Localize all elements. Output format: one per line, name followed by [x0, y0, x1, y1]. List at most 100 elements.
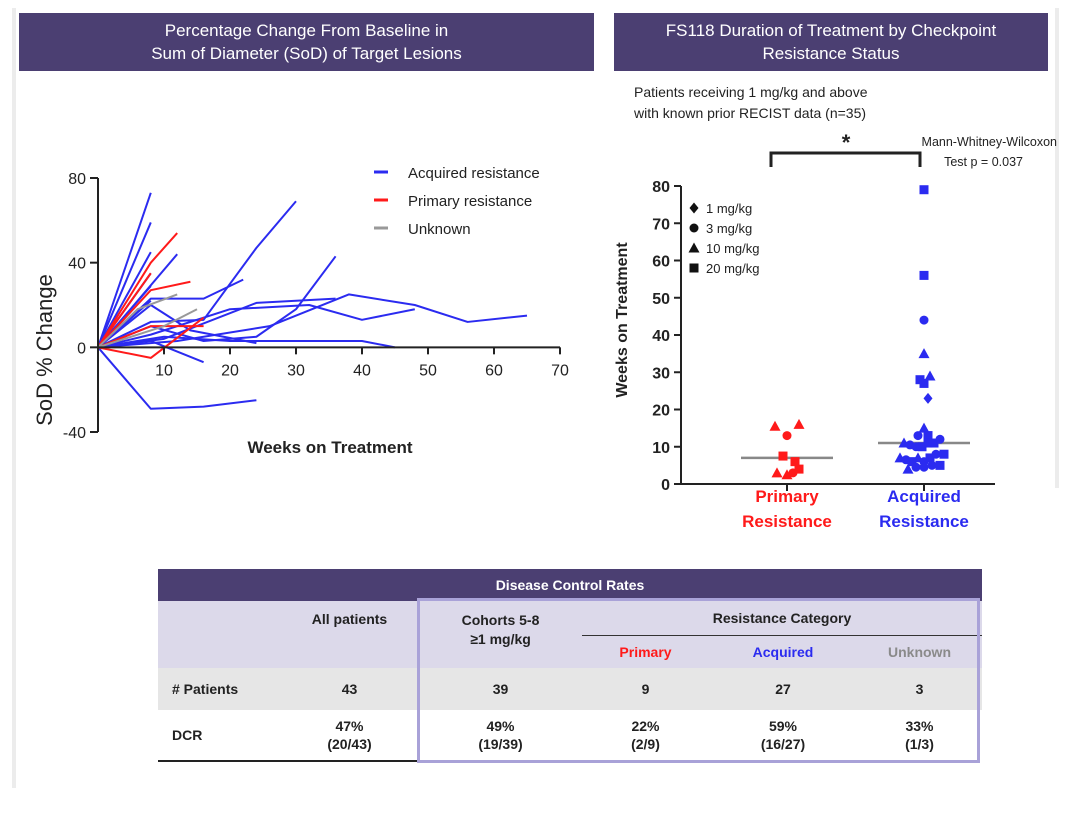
sod-x-tick-label: 70: [551, 362, 569, 379]
cell-patients-all: 43: [280, 668, 419, 710]
data-point: [925, 453, 935, 463]
data-point: [924, 370, 936, 381]
dot-y-tick-label: 70: [652, 216, 670, 233]
data-point: [918, 422, 930, 433]
right-title-line2: Resistance Status: [762, 44, 900, 63]
data-point: [907, 457, 917, 467]
cell-dcr-all-pct: 47%: [335, 718, 364, 734]
data-point: [781, 469, 793, 480]
sod-series-line: [97, 272, 152, 348]
dot-y-tick-label: 60: [652, 254, 670, 271]
legend-marker-circle: [689, 223, 699, 233]
sod-series-line: [97, 232, 178, 348]
data-point: [918, 348, 930, 359]
row-label-patients: # Patients: [158, 668, 280, 710]
left-panel-edge: [12, 8, 16, 788]
data-point: [771, 467, 783, 478]
header-acquired: Acquired: [709, 635, 857, 668]
data-point: [935, 434, 945, 444]
sod-series-line: [97, 222, 152, 348]
dot-y-tick-label: 0: [661, 477, 670, 494]
left-title-line1: Percentage Change From Baseline in: [164, 21, 449, 40]
data-point: [913, 431, 923, 441]
table-title: Disease Control Rates: [158, 569, 982, 601]
dot-y-tick-label: 50: [652, 291, 670, 308]
sod-series-line: [97, 346, 257, 410]
sod-series-line: [97, 316, 205, 359]
cell-patients-cohorts: 39: [419, 668, 582, 710]
header-cohorts-line1: Cohorts 5-8: [461, 612, 540, 628]
data-point: [919, 270, 929, 280]
data-point: [923, 392, 933, 404]
sod-x-tick-label: 20: [221, 362, 239, 379]
right-panel-header: FS118 Duration of Treatment by Checkpoin…: [614, 13, 1048, 71]
data-point: [919, 462, 929, 472]
row-label-dcr: DCR: [158, 710, 280, 760]
header-cohorts: Cohorts 5-8 ≥1 mg/kg: [419, 601, 582, 668]
left-panel-header: Percentage Change From Baseline in Sum o…: [19, 13, 594, 71]
header-primary: Primary: [582, 635, 709, 668]
cell-dcr-acquired-pct: 59%: [768, 718, 798, 734]
left-title-line2: Sum of Diameter (SoD) of Target Lesions: [151, 44, 462, 63]
data-point: [923, 438, 933, 448]
significance-star: *: [842, 130, 851, 155]
dcr-table: Disease Control Rates All patients Cohor…: [158, 569, 982, 760]
dose-legend-label: 10 mg/kg: [706, 241, 759, 256]
cell-dcr-primary-frac: (2/9): [631, 736, 660, 752]
data-point: [794, 464, 804, 474]
dcr-table-wrapper: Disease Control Rates All patients Cohor…: [158, 569, 982, 763]
dot-y-tick-label: 20: [652, 403, 670, 420]
sod-series-line: [97, 293, 178, 349]
sod-x-tick-label: 10: [155, 362, 173, 379]
cell-dcr-unknown-frac: (1/3): [905, 736, 934, 752]
sod-x-tick-label: 30: [287, 362, 305, 379]
legend-acquired: Acquired resistance: [408, 165, 540, 182]
dot-y-axis-label: Weeks on Treatment: [614, 242, 631, 398]
sod-legend: Acquired resistance Primary resistance U…: [374, 165, 540, 238]
dot-y-tick-label: 30: [652, 365, 670, 382]
rec-note-line1: Patients receiving 1 mg/kg and above: [634, 84, 868, 100]
cell-dcr-acquired-frac: (16/27): [760, 736, 806, 752]
sod-y-axis-label: SoD % Change: [32, 274, 57, 426]
header-cohorts-line2: ≥1 mg/kg: [470, 631, 531, 647]
sod-series-line: [97, 200, 297, 349]
category-primary-line2: Resistance: [742, 512, 832, 531]
sod-series-line: [97, 325, 204, 349]
cell-patients-primary: 9: [582, 668, 709, 710]
data-point: [931, 449, 941, 459]
dot-y-tick-label: 80: [652, 179, 670, 196]
header-unknown: Unknown: [857, 635, 982, 668]
test-line2: Test p = 0.037: [944, 155, 1023, 169]
dose-legend-label: 20 mg/kg: [706, 261, 759, 276]
data-point: [902, 463, 914, 474]
data-point: [935, 460, 945, 470]
right-panel-edge: [1055, 8, 1059, 488]
cell-dcr-primary: 22% (2/9): [582, 710, 709, 760]
cell-dcr-all: 47% (20/43): [280, 710, 419, 760]
data-point: [919, 315, 929, 325]
data-point: [793, 418, 805, 429]
sod-series-line: [97, 339, 204, 364]
sod-y-tick-label: 0: [77, 340, 86, 357]
legend-primary: Primary resistance: [408, 193, 532, 210]
data-point: [919, 185, 929, 195]
sod-y-tick-label: 80: [68, 171, 86, 188]
sod-x-tick-label: 50: [419, 362, 437, 379]
dose-legend-label: 1 mg/kg: [706, 201, 752, 216]
legend-marker-diamond: [689, 202, 699, 214]
cell-dcr-primary-pct: 22%: [631, 718, 660, 734]
sod-series-line: [97, 308, 198, 349]
cell-dcr-acquired: 59% (16/27): [709, 710, 857, 760]
data-point: [917, 442, 927, 452]
legend-marker-square: [689, 263, 699, 273]
sod-series-line: [97, 293, 528, 349]
sod-y-tick-label: 40: [68, 256, 86, 273]
cell-dcr-cohorts-pct: 49%: [486, 718, 515, 734]
sod-spider-chart: -40 0 40 80 10 20 30 40 50 60 70 SoD % Change Week…: [32, 165, 569, 457]
cell-patients-unknown: 3: [857, 668, 982, 710]
duration-dot-plot: Patients receiving 1 mg/kg and above wit…: [614, 84, 1057, 531]
sod-x-axis-label: Weeks on Treatment: [247, 438, 412, 457]
cell-dcr-unknown: 33% (1/3): [857, 710, 982, 760]
cell-dcr-cohorts-frac: (19/39): [478, 736, 523, 752]
data-point: [919, 378, 929, 388]
